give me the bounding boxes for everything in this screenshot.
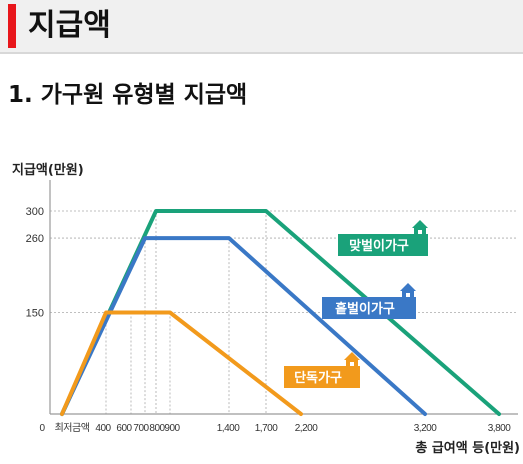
x-tick-label: 1,700 — [255, 423, 278, 434]
series-label-text: 맞벌이가구 — [349, 238, 409, 254]
house-icon — [344, 352, 360, 368]
series-label-text: 홑벌이가구 — [335, 301, 395, 317]
x-tick-label: 0 — [39, 423, 45, 434]
header-bar — [0, 0, 523, 54]
x-tick-label: 800 — [149, 423, 165, 434]
series-label-box — [284, 366, 360, 388]
series-label-text: 단독가구 — [294, 370, 342, 386]
x-tick-label: 3,200 — [414, 423, 437, 434]
x-tick-label: 400 — [95, 423, 111, 434]
series-line-2 — [60, 236, 427, 416]
y-tick-label: 260 — [26, 233, 44, 245]
y-axis-title: 지급액(만원) — [12, 162, 84, 178]
house-icon — [400, 283, 416, 299]
series-label-2: 홑벌이가구 — [322, 283, 416, 319]
x-axis-title: 총 급여액 등(만원) — [415, 440, 520, 456]
series-label-box — [322, 297, 416, 319]
section-title: 1. 가구원 유형별 지급액 — [8, 82, 248, 108]
y-tick-label: 150 — [26, 308, 44, 320]
y-tick-label: 300 — [26, 206, 44, 218]
x-tick-label: 1,400 — [217, 423, 240, 434]
header-accent-bar — [8, 4, 16, 48]
series-label-box — [338, 234, 428, 256]
x-tick-label: 2,200 — [295, 423, 318, 434]
series-label-3: 단독가구 — [284, 352, 360, 388]
series-label-1: 맞벌이가구 — [338, 220, 428, 256]
series-line-3 — [60, 310, 303, 416]
x-tick-label: 900 — [164, 423, 180, 434]
page-title: 지급액 — [28, 8, 111, 43]
benefit-chart: 300 260 150 0 최저금액 400 600 700 800 900 1,400 1,700 2… — [12, 162, 520, 456]
x-tick-label: 3,800 — [488, 423, 511, 434]
house-icon — [412, 220, 428, 236]
x-tick-label: 600 — [116, 423, 132, 434]
x-tick-label: 최저금액 — [55, 422, 90, 434]
x-tick-label: 700 — [133, 423, 149, 434]
